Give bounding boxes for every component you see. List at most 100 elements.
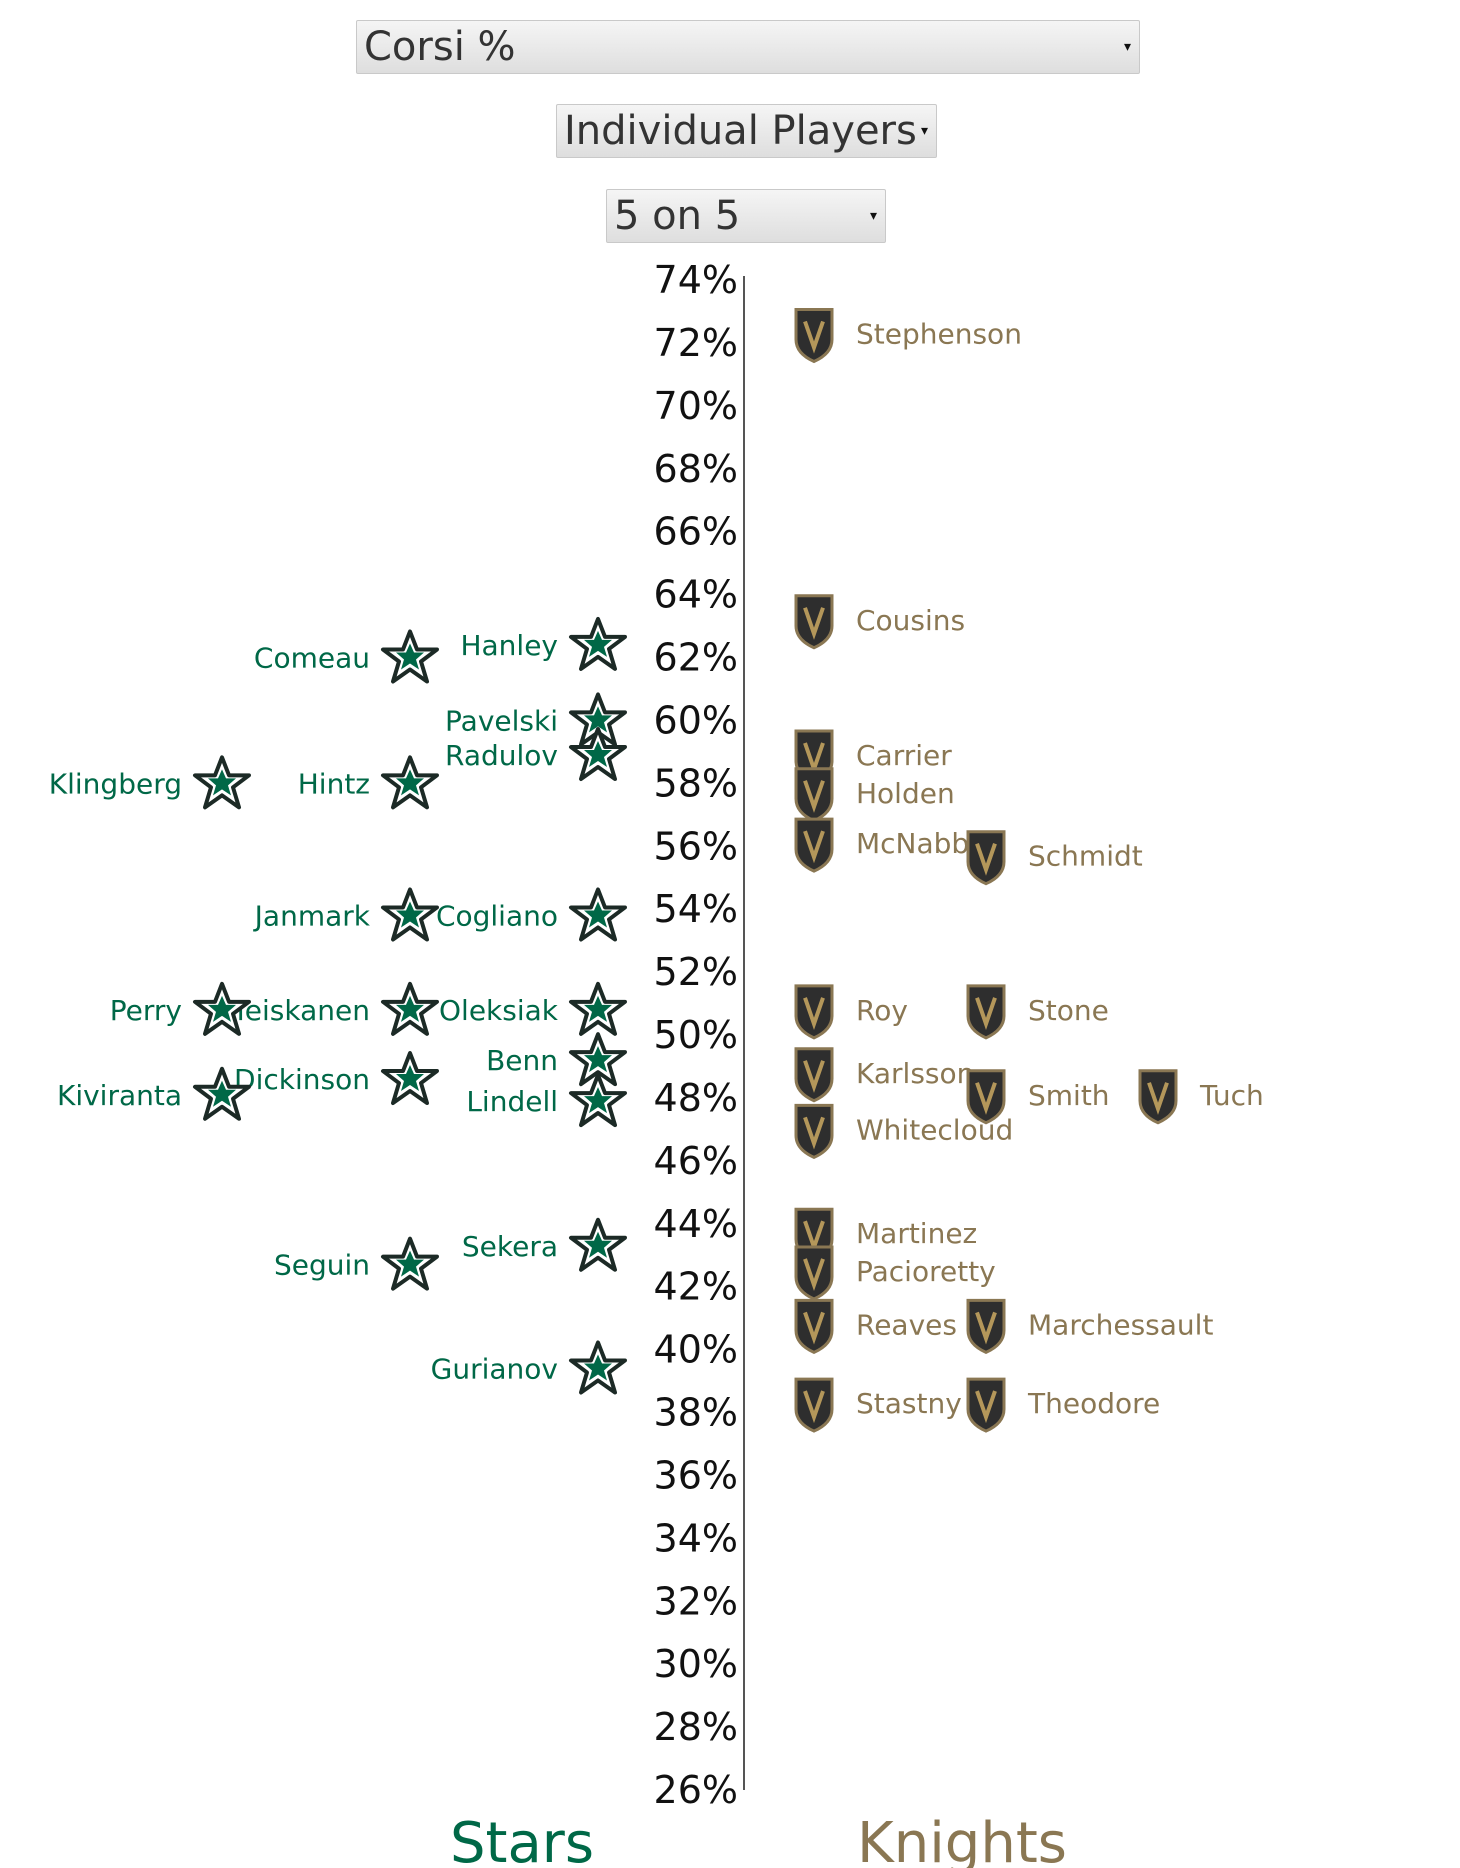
player-point[interactable]: Cousins	[794, 593, 965, 650]
player-label: Martinez	[856, 1217, 977, 1250]
chevron-down-icon: ▾	[1123, 39, 1131, 55]
player-point[interactable]: Kiviranta	[57, 1066, 251, 1121]
player-point[interactable]: Comeau	[254, 629, 439, 684]
dallas-star-icon	[381, 755, 439, 810]
player-label: Pavelski	[445, 704, 558, 737]
y-tick-label: 54%	[654, 887, 738, 931]
vegas-knight-helmet-icon	[794, 1244, 834, 1301]
chevron-down-icon: ▾	[920, 123, 928, 139]
situation-select[interactable]: 5 on 5 ▾	[606, 189, 886, 243]
y-tick-label: 34%	[654, 1516, 738, 1560]
player-label: Cogliano	[436, 899, 558, 932]
player-point[interactable]: Stone	[966, 983, 1109, 1040]
player-point[interactable]: Klingberg	[49, 755, 251, 810]
player-label: Lindell	[466, 1085, 558, 1118]
player-point[interactable]: Stastny	[794, 1377, 962, 1434]
player-point[interactable]: Perry	[110, 981, 251, 1036]
player-point[interactable]: Karlsson	[794, 1046, 974, 1103]
dallas-star-icon	[569, 727, 627, 782]
player-point[interactable]: Pavelski	[445, 692, 627, 747]
dallas-star-icon	[569, 1217, 627, 1272]
player-point[interactable]: Stephenson	[794, 307, 1022, 364]
player-point[interactable]: Whitecloud	[794, 1103, 1013, 1160]
dallas-star-icon	[193, 755, 251, 810]
y-tick-label: 60%	[654, 698, 738, 742]
dallas-star-icon	[569, 1073, 627, 1128]
player-point[interactable]: McNabb	[794, 817, 969, 874]
player-point[interactable]: Heiskanen	[224, 981, 439, 1036]
player-label: Dickinson	[234, 1063, 370, 1096]
player-point[interactable]: Carrier	[794, 729, 952, 786]
dallas-star-icon	[381, 981, 439, 1036]
dallas-star-icon	[569, 981, 627, 1036]
player-point[interactable]: Janmark	[253, 887, 439, 942]
team-label-knights: Knights	[857, 1811, 1067, 1868]
y-tick-label: 40%	[654, 1328, 738, 1372]
player-label: Janmark	[253, 899, 371, 932]
player-label: Schmidt	[1028, 840, 1143, 873]
player-point[interactable]: Marchessault	[966, 1298, 1213, 1355]
mode-select[interactable]: Individual Players ▾	[556, 104, 937, 158]
y-tick-label: 64%	[654, 573, 738, 617]
player-point[interactable]: Oleksiak	[439, 981, 627, 1036]
y-tick-label: 74%	[654, 258, 738, 302]
player-point[interactable]: Gurianov	[431, 1340, 627, 1395]
player-label: Gurianov	[431, 1352, 558, 1385]
player-point[interactable]: Hanley	[460, 616, 627, 671]
player-point[interactable]: Lindell	[466, 1073, 627, 1128]
vegas-knight-helmet-icon	[794, 307, 834, 364]
player-point[interactable]: Seguin	[274, 1236, 439, 1291]
player-label: Sekera	[462, 1230, 558, 1263]
player-point[interactable]: Pacioretty	[794, 1244, 996, 1301]
y-tick-label: 56%	[654, 824, 738, 868]
y-tick-label: 68%	[654, 447, 738, 491]
player-label: McNabb	[856, 827, 969, 860]
player-point[interactable]: Hintz	[298, 755, 439, 810]
player-label: Stastny	[856, 1387, 962, 1420]
player-label: Perry	[110, 994, 182, 1027]
dallas-star-icon	[381, 629, 439, 684]
vegas-knight-helmet-icon	[794, 593, 834, 650]
player-label: Karlsson	[856, 1057, 974, 1090]
y-tick-label: 66%	[654, 510, 738, 554]
player-point[interactable]: Radulov	[445, 727, 627, 782]
player-label: Benn	[486, 1044, 558, 1077]
vegas-knight-helmet-icon	[794, 983, 834, 1040]
player-label: Comeau	[254, 642, 370, 675]
y-tick-label: 58%	[654, 761, 738, 805]
y-tick-label: 50%	[654, 1013, 738, 1057]
y-tick-label: 26%	[654, 1768, 738, 1812]
y-tick-label: 48%	[654, 1076, 738, 1120]
player-point[interactable]: Cogliano	[436, 887, 627, 942]
player-point[interactable]: Roy	[794, 983, 908, 1040]
vegas-knight-helmet-icon	[794, 1298, 834, 1355]
y-tick-label: 44%	[654, 1202, 738, 1246]
vegas-knight-helmet-icon	[794, 1377, 834, 1434]
player-label: Roy	[856, 994, 908, 1027]
player-point[interactable]: Smith	[966, 1068, 1110, 1125]
dallas-star-icon	[381, 887, 439, 942]
vegas-knight-helmet-icon	[794, 1046, 834, 1103]
player-point[interactable]: Tuch	[1138, 1068, 1264, 1125]
y-tick-label: 36%	[654, 1453, 738, 1497]
player-label: Carrier	[856, 739, 952, 772]
player-point[interactable]: Reaves	[794, 1298, 957, 1355]
player-point[interactable]: Holden	[794, 766, 955, 823]
player-label: Hintz	[298, 767, 370, 800]
vegas-knight-helmet-icon	[794, 1103, 834, 1160]
vegas-knight-helmet-icon	[966, 1298, 1006, 1355]
player-point[interactable]: Schmidt	[966, 829, 1143, 886]
player-point[interactable]: Dickinson	[234, 1051, 439, 1106]
player-point[interactable]: Sekera	[462, 1217, 627, 1272]
dallas-star-icon	[381, 1236, 439, 1291]
vegas-knight-helmet-icon	[794, 817, 834, 874]
y-tick-label: 32%	[654, 1579, 738, 1623]
player-point[interactable]: Benn	[486, 1032, 627, 1087]
player-point[interactable]: Martinez	[794, 1207, 977, 1264]
y-tick-label: 62%	[654, 636, 738, 680]
player-point[interactable]: Theodore	[966, 1377, 1160, 1434]
y-tick-label: 72%	[654, 321, 738, 365]
chevron-down-icon: ▾	[869, 208, 877, 224]
stat-select[interactable]: Corsi % ▾	[356, 20, 1140, 74]
